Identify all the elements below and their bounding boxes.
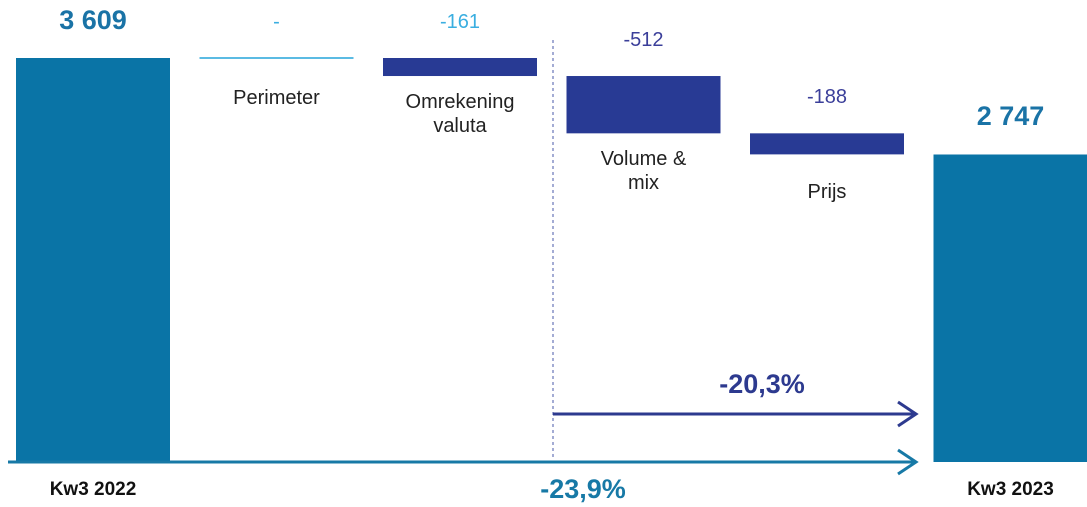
category-label: Volume & mix xyxy=(600,148,687,195)
bar xyxy=(750,133,904,155)
value-label: 2 747 xyxy=(976,101,1045,132)
value-label: -512 xyxy=(623,29,664,52)
category-label: Perimeter xyxy=(233,87,320,109)
value-label: - xyxy=(273,11,280,33)
annotation: -20,3% xyxy=(719,369,805,399)
bar xyxy=(566,76,721,134)
bar xyxy=(933,154,1087,462)
category-label: Omrekening valuta xyxy=(405,91,515,138)
annotation: -23,9% xyxy=(540,474,626,504)
arrow-head xyxy=(897,400,919,428)
zero-bar xyxy=(199,57,354,59)
category-label: Prijs xyxy=(807,181,847,204)
bar xyxy=(16,58,170,462)
bar xyxy=(383,58,537,77)
category-label: Kw3 2023 xyxy=(967,479,1054,500)
category-label: Kw3 2022 xyxy=(49,479,137,500)
arrow-head xyxy=(897,448,919,476)
value-label: -161 xyxy=(439,11,481,33)
value-label: -188 xyxy=(806,86,848,109)
value-label: 3 609 xyxy=(59,5,127,35)
